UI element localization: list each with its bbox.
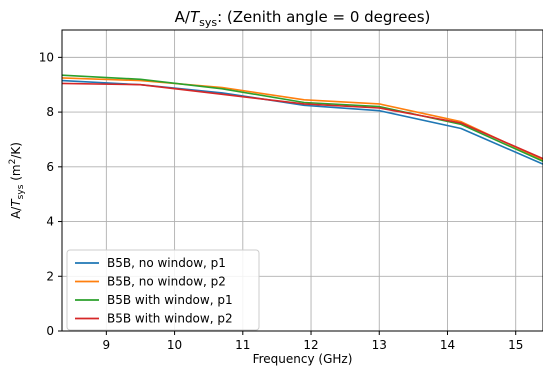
legend-label-1: B5B, no window, p1 xyxy=(107,256,226,270)
title-t: T xyxy=(190,8,201,26)
x-tick-label: 12 xyxy=(303,338,318,352)
ylabel-sup: 2 xyxy=(8,159,18,165)
x-axis-label: Frequency (GHz) xyxy=(253,352,353,366)
y-tick-label: 10 xyxy=(39,50,54,64)
x-tick-label: 14 xyxy=(440,338,455,352)
x-tick-label: 15 xyxy=(508,338,523,352)
series-line-1 xyxy=(61,79,543,165)
series-line-4 xyxy=(61,82,543,160)
legend-label-2: B5B, no window, p2 xyxy=(107,275,226,289)
title-sub: sys xyxy=(199,16,217,29)
x-tick-label: 11 xyxy=(235,338,250,352)
legend: B5B, no window, p1 B5B, no window, p2 B5B … xyxy=(66,249,260,331)
chart-title: A/Tsys: (Zenith angle = 0 degrees) xyxy=(175,8,431,29)
title-rest: : (Zenith angle = 0 degrees) xyxy=(217,8,430,26)
x-tick-label: 9 xyxy=(103,338,111,352)
ylabel-end: /K) xyxy=(9,142,23,159)
y-tick-label: 0 xyxy=(46,324,54,338)
x-tick-label: 10 xyxy=(167,338,182,352)
ylabel-t: T xyxy=(9,198,23,207)
axis-ticks: 9 10 11 12 13 14 15 0 2 4 6 8 10 xyxy=(39,50,524,352)
legend-label-4: B5B with window, p2 xyxy=(107,312,233,326)
y-tick-label: 4 xyxy=(46,215,54,229)
grid xyxy=(62,30,543,332)
legend-label-3: B5B with window, p1 xyxy=(107,293,233,307)
series-line-2 xyxy=(61,77,543,161)
plot-area xyxy=(61,29,543,332)
title-a: A/ xyxy=(175,8,191,26)
ylabel-a: A/ xyxy=(9,206,23,219)
series-lines xyxy=(61,74,543,165)
y-tick-label: 6 xyxy=(46,160,54,174)
ylabel-sub: sys xyxy=(16,184,26,199)
y-tick-label: 8 xyxy=(46,105,54,119)
x-tick-label: 13 xyxy=(372,338,387,352)
series-line-3 xyxy=(61,74,543,163)
y-tick-label: 2 xyxy=(46,269,54,283)
legend-box xyxy=(66,249,260,331)
ylabel-rest: (m xyxy=(9,164,23,184)
y-axis-label: A/Tsys (m2/K) xyxy=(8,142,26,219)
